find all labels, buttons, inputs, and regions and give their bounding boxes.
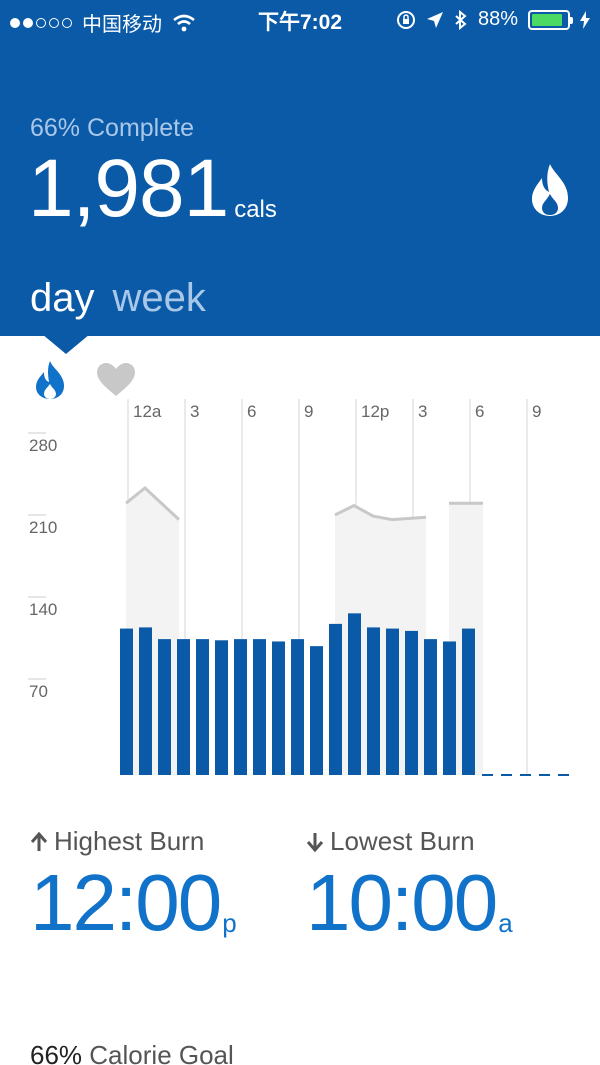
- x-tick-label: 12p: [361, 402, 389, 421]
- calories-unit: cals: [234, 196, 277, 223]
- y-tick-label: 210: [29, 518, 57, 537]
- y-tick-label: 280: [29, 436, 57, 455]
- lowest-burn-label: Lowest Burn: [330, 826, 475, 856]
- arrow-down-icon: [306, 832, 324, 852]
- calories-burn-chart: 12a 3 6 9 12p 3 6 9 280 210 140 70: [28, 399, 569, 776]
- x-tick-label: 12a: [133, 402, 162, 421]
- calorie-bar: [386, 628, 399, 775]
- period-tabs: day week: [30, 276, 206, 321]
- lowest-burn-time: 10:00: [306, 858, 498, 947]
- x-tick-label: 3: [190, 402, 199, 421]
- y-axis-tick-labels: 280 210 140 70: [28, 432, 57, 701]
- status-time: 下午7:02: [257, 11, 343, 34]
- heart-rate-line: [334, 503, 427, 522]
- calorie-bar: [462, 628, 475, 775]
- location-arrow-icon: [426, 11, 443, 28]
- calorie-bar: [215, 640, 228, 775]
- signal-strength-icon: [10, 17, 72, 28]
- calorie-bar: [272, 641, 285, 775]
- calorie-bar: [348, 613, 361, 775]
- calorie-bar: [253, 639, 266, 775]
- highest-burn-label: Highest Burn: [54, 826, 205, 856]
- x-axis-tick-labels: 12a 3 6 9 12p 3 6 9: [133, 402, 541, 421]
- x-tick-label: 6: [247, 402, 256, 421]
- wifi-icon: [173, 14, 195, 31]
- lowest-burn-stat: Lowest Burn 10:00 a: [306, 826, 513, 945]
- x-tick-label: 9: [304, 402, 313, 421]
- heart-rate-area: [126, 488, 179, 775]
- calorie-bar: [177, 639, 190, 775]
- calorie-bar: [329, 623, 342, 775]
- calorie-bar: [139, 627, 152, 775]
- carrier-name: 中国移动: [82, 14, 162, 36]
- lowest-burn-suffix: a: [498, 908, 513, 938]
- calorie-goal: 66% Calorie Goal: [30, 1040, 234, 1065]
- calorie-bar: [196, 639, 209, 775]
- tab-day[interactable]: day: [30, 276, 95, 320]
- calorie-bars: [120, 613, 569, 776]
- calorie-bar: [120, 628, 133, 775]
- battery-percent: 88%: [477, 8, 518, 30]
- rotation-lock-icon: [396, 10, 415, 29]
- x-tick-label: 9: [532, 402, 541, 421]
- calorie-bar: [234, 639, 247, 775]
- heart-rate-toggle-heart-icon[interactable]: [96, 362, 136, 398]
- x-tick-label: 6: [475, 402, 484, 421]
- calorie-bar: [310, 646, 323, 775]
- highest-burn-value: 12:00 p: [30, 861, 237, 945]
- calorie-bar: [405, 630, 418, 775]
- battery-level: [532, 13, 562, 26]
- highest-burn-label-row: Highest Burn: [30, 826, 237, 857]
- calorie-bar: [424, 639, 437, 775]
- calorie-bar: [367, 627, 380, 775]
- active-tab-pointer: [42, 334, 90, 354]
- calorie-bar: [443, 641, 456, 775]
- summary-header: 中国移动 下午7:02 88%: [0, 0, 600, 336]
- arrow-up-icon: [30, 831, 48, 851]
- calorie-bar: [291, 639, 304, 775]
- bluetooth-icon: [455, 9, 467, 30]
- calorie-goal-label: Calorie Goal: [89, 1040, 234, 1065]
- calories-value: 1,981: [28, 143, 229, 234]
- status-right: 88%: [396, 8, 590, 31]
- highest-burn-suffix: p: [222, 908, 237, 938]
- calorie-bar: [158, 639, 171, 775]
- tab-week[interactable]: week: [112, 276, 206, 320]
- highest-burn-time: 12:00: [30, 858, 222, 947]
- flame-icon: [532, 164, 568, 216]
- battery-icon: [528, 9, 573, 30]
- calories-total: 1,981 cals: [28, 148, 277, 230]
- heart-rate-lines: [125, 486, 483, 522]
- calorie-goal-percent: 66%: [30, 1040, 83, 1065]
- highest-burn-stat: Highest Burn 12:00 p: [30, 826, 237, 945]
- lowest-burn-label-row: Lowest Burn: [306, 826, 513, 857]
- calories-toggle-flame-icon[interactable]: [34, 360, 66, 400]
- status-left: 中国移动: [10, 8, 196, 37]
- lowest-burn-value: 10:00 a: [306, 861, 513, 945]
- status-bar: 中国移动 下午7:02 88%: [0, 0, 600, 40]
- y-tick-label: 70: [29, 682, 48, 701]
- x-tick-label: 3: [418, 402, 427, 421]
- heart-rate-line: [125, 486, 181, 521]
- charging-icon: [580, 10, 590, 29]
- progress-text: 66% Complete: [30, 114, 194, 142]
- y-tick-label: 140: [29, 600, 57, 619]
